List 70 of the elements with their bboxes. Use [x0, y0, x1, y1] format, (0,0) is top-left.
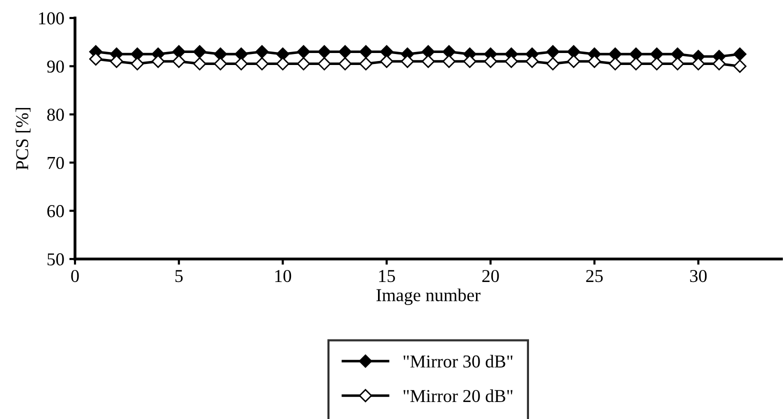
point	[130, 57, 144, 70]
point	[546, 45, 560, 58]
y-tick-label: 60	[47, 205, 64, 218]
point	[608, 48, 622, 61]
point	[214, 48, 228, 61]
x-tick-label: 0	[71, 270, 79, 282]
x-tick-label: 20	[482, 270, 499, 282]
point	[692, 57, 705, 70]
legend-label: "Mirror 20 dB"	[404, 389, 512, 402]
point	[380, 54, 394, 68]
point	[234, 48, 248, 61]
point	[276, 48, 290, 61]
point	[422, 45, 435, 58]
point	[712, 57, 726, 70]
y-tick-label: 100	[39, 12, 64, 24]
point	[546, 57, 560, 70]
x-tick-label: 10	[275, 270, 292, 282]
point	[89, 52, 102, 66]
point	[442, 54, 456, 68]
point	[255, 57, 269, 70]
point	[484, 54, 498, 68]
legend-label: "Mirror 30 dB"	[404, 354, 512, 368]
point	[400, 54, 414, 68]
y-tick-label: 90	[47, 60, 64, 73]
point	[422, 54, 435, 68]
y-axis-title: PCS [%]	[16, 108, 31, 170]
point	[733, 48, 746, 61]
point	[110, 54, 124, 68]
x-tick-label: 30	[690, 270, 707, 282]
point	[380, 45, 394, 58]
point	[359, 57, 372, 70]
y-tick-label: 50	[48, 253, 64, 266]
point	[463, 54, 476, 68]
point	[296, 57, 310, 70]
point	[670, 57, 684, 70]
point	[255, 45, 269, 58]
point	[650, 48, 664, 61]
y-tick-label: 70	[48, 156, 64, 170]
y-tick-label: 80	[47, 108, 64, 121]
point	[193, 45, 206, 58]
point	[733, 60, 746, 73]
point	[193, 57, 206, 70]
point	[338, 45, 352, 58]
point	[650, 57, 664, 70]
point	[338, 57, 352, 70]
point	[608, 57, 622, 70]
point	[172, 45, 186, 58]
point	[130, 48, 144, 61]
x-tick-label: 5	[175, 270, 183, 282]
point	[442, 45, 456, 58]
x-axis-title: Image number	[376, 288, 480, 305]
point	[629, 57, 643, 70]
point	[588, 54, 602, 68]
x-tick-label: 25	[586, 270, 603, 282]
point	[214, 57, 228, 70]
point	[670, 48, 684, 61]
point	[276, 57, 290, 70]
point	[567, 54, 580, 68]
point	[526, 54, 539, 68]
point	[318, 57, 331, 70]
point	[172, 54, 186, 68]
point	[567, 45, 580, 58]
x-tick-label: 15	[379, 270, 395, 282]
point	[504, 54, 518, 68]
point	[629, 48, 643, 61]
point	[296, 45, 310, 58]
point	[318, 45, 331, 58]
point	[152, 54, 165, 68]
point	[234, 57, 248, 70]
point	[359, 45, 372, 58]
